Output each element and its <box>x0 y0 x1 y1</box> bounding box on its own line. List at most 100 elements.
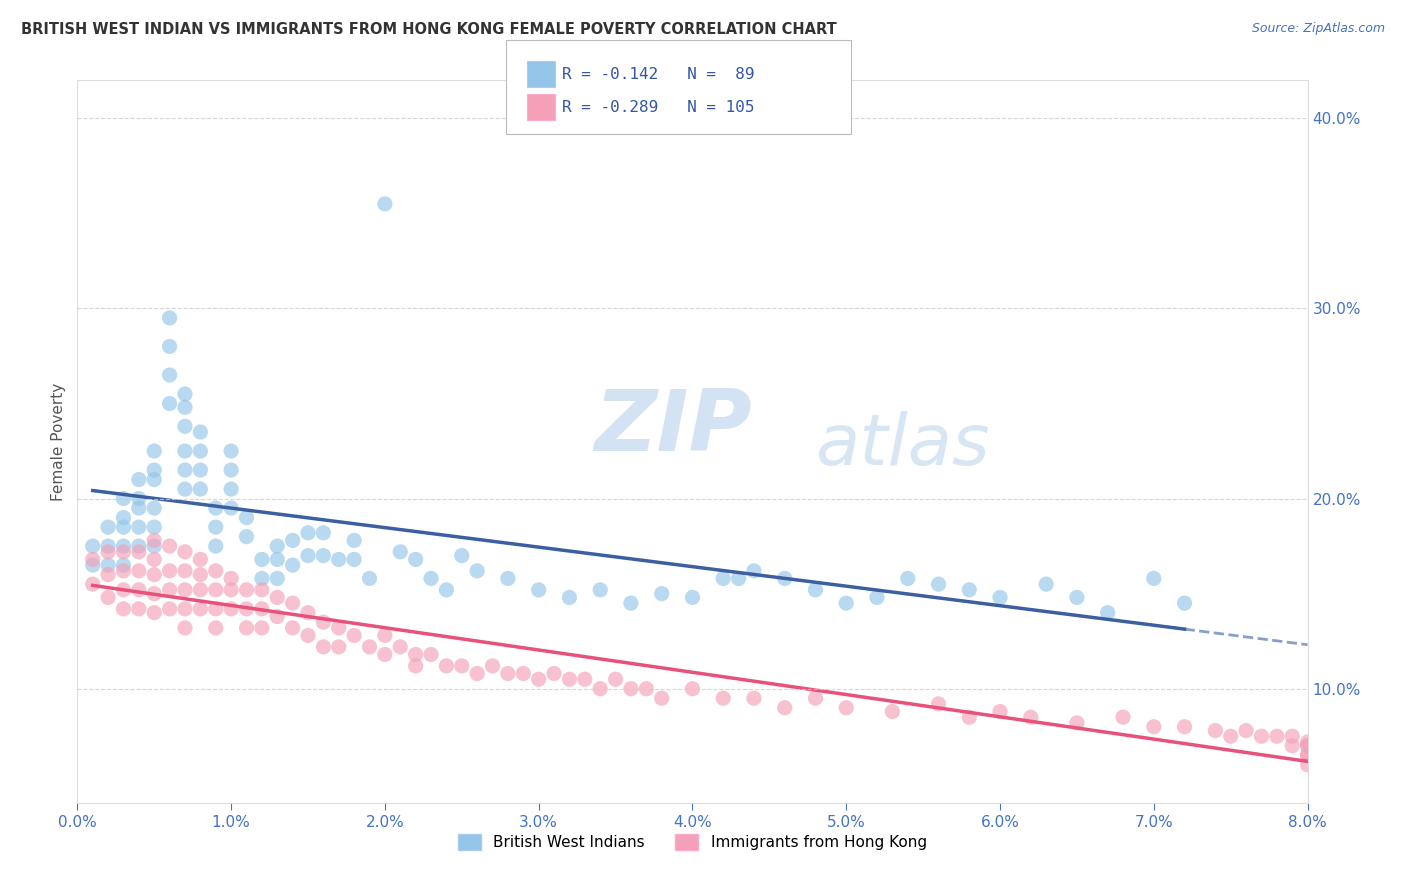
Point <box>266 539 288 553</box>
Point <box>266 591 288 605</box>
Point <box>804 582 827 597</box>
Point <box>882 705 904 719</box>
Point <box>97 591 120 605</box>
Point <box>159 310 181 325</box>
Point <box>359 571 381 585</box>
Point <box>343 533 366 548</box>
Point <box>204 602 226 616</box>
Point <box>97 539 120 553</box>
Point <box>188 602 212 616</box>
Text: Source: ZipAtlas.com: Source: ZipAtlas.com <box>1251 22 1385 36</box>
Point <box>1296 748 1319 763</box>
Point <box>1174 720 1197 734</box>
Point <box>589 582 612 597</box>
Point <box>543 666 565 681</box>
Point <box>297 628 319 642</box>
Point <box>97 520 120 534</box>
Point <box>188 567 212 582</box>
Point <box>143 520 166 534</box>
Point <box>405 659 427 673</box>
Point <box>1174 596 1197 610</box>
Point <box>143 552 166 566</box>
Point <box>312 640 335 654</box>
Point <box>159 582 181 597</box>
Point <box>742 564 765 578</box>
Point <box>312 549 335 563</box>
Point <box>389 640 412 654</box>
Point <box>143 567 166 582</box>
Point <box>235 602 257 616</box>
Point <box>866 591 889 605</box>
Point <box>374 628 396 642</box>
Point <box>219 582 242 597</box>
Point <box>128 520 150 534</box>
Point <box>1296 748 1319 763</box>
Point <box>112 510 135 524</box>
Point <box>159 368 181 382</box>
Point <box>389 545 412 559</box>
Point <box>174 419 197 434</box>
Point <box>281 558 304 573</box>
Point <box>343 628 366 642</box>
Point <box>204 501 226 516</box>
Point <box>727 571 749 585</box>
Point <box>159 339 181 353</box>
Point <box>143 473 166 487</box>
Point <box>143 606 166 620</box>
Point <box>1296 757 1319 772</box>
Point <box>343 552 366 566</box>
Point <box>204 539 226 553</box>
Point <box>174 401 197 415</box>
Point <box>97 558 120 573</box>
Point <box>1234 723 1257 738</box>
Point <box>82 552 104 566</box>
Point <box>835 700 858 714</box>
Point <box>928 577 950 591</box>
Point <box>1265 729 1288 743</box>
Point <box>1097 606 1119 620</box>
Point <box>174 545 197 559</box>
Point <box>174 463 197 477</box>
Point <box>174 621 197 635</box>
Point <box>188 552 212 566</box>
Point <box>174 482 197 496</box>
Point <box>219 571 242 585</box>
Point <box>266 571 288 585</box>
Point <box>605 672 627 686</box>
Point <box>112 558 135 573</box>
Point <box>328 621 350 635</box>
Point <box>281 533 304 548</box>
Point <box>465 564 488 578</box>
Point <box>527 582 550 597</box>
Point <box>1281 739 1303 753</box>
Point <box>82 539 104 553</box>
Point <box>297 525 319 540</box>
Point <box>266 552 288 566</box>
Point <box>235 582 257 597</box>
Point <box>143 587 166 601</box>
Point <box>835 596 858 610</box>
Point <box>1204 723 1226 738</box>
Text: R = -0.142   N =  89: R = -0.142 N = 89 <box>562 67 755 81</box>
Point <box>143 463 166 477</box>
Point <box>174 564 197 578</box>
Text: atlas: atlas <box>815 410 990 480</box>
Point <box>773 571 796 585</box>
Point <box>235 510 257 524</box>
Point <box>219 444 242 458</box>
Point <box>97 567 120 582</box>
Point <box>204 564 226 578</box>
Point <box>957 710 980 724</box>
Point <box>988 705 1011 719</box>
Point <box>527 672 550 686</box>
Point <box>405 648 427 662</box>
Point <box>682 681 704 696</box>
Point <box>250 582 273 597</box>
Point <box>1019 710 1042 724</box>
Point <box>589 681 612 696</box>
Point <box>128 539 150 553</box>
Point <box>281 596 304 610</box>
Point <box>420 571 443 585</box>
Point <box>481 659 503 673</box>
Point <box>128 501 150 516</box>
